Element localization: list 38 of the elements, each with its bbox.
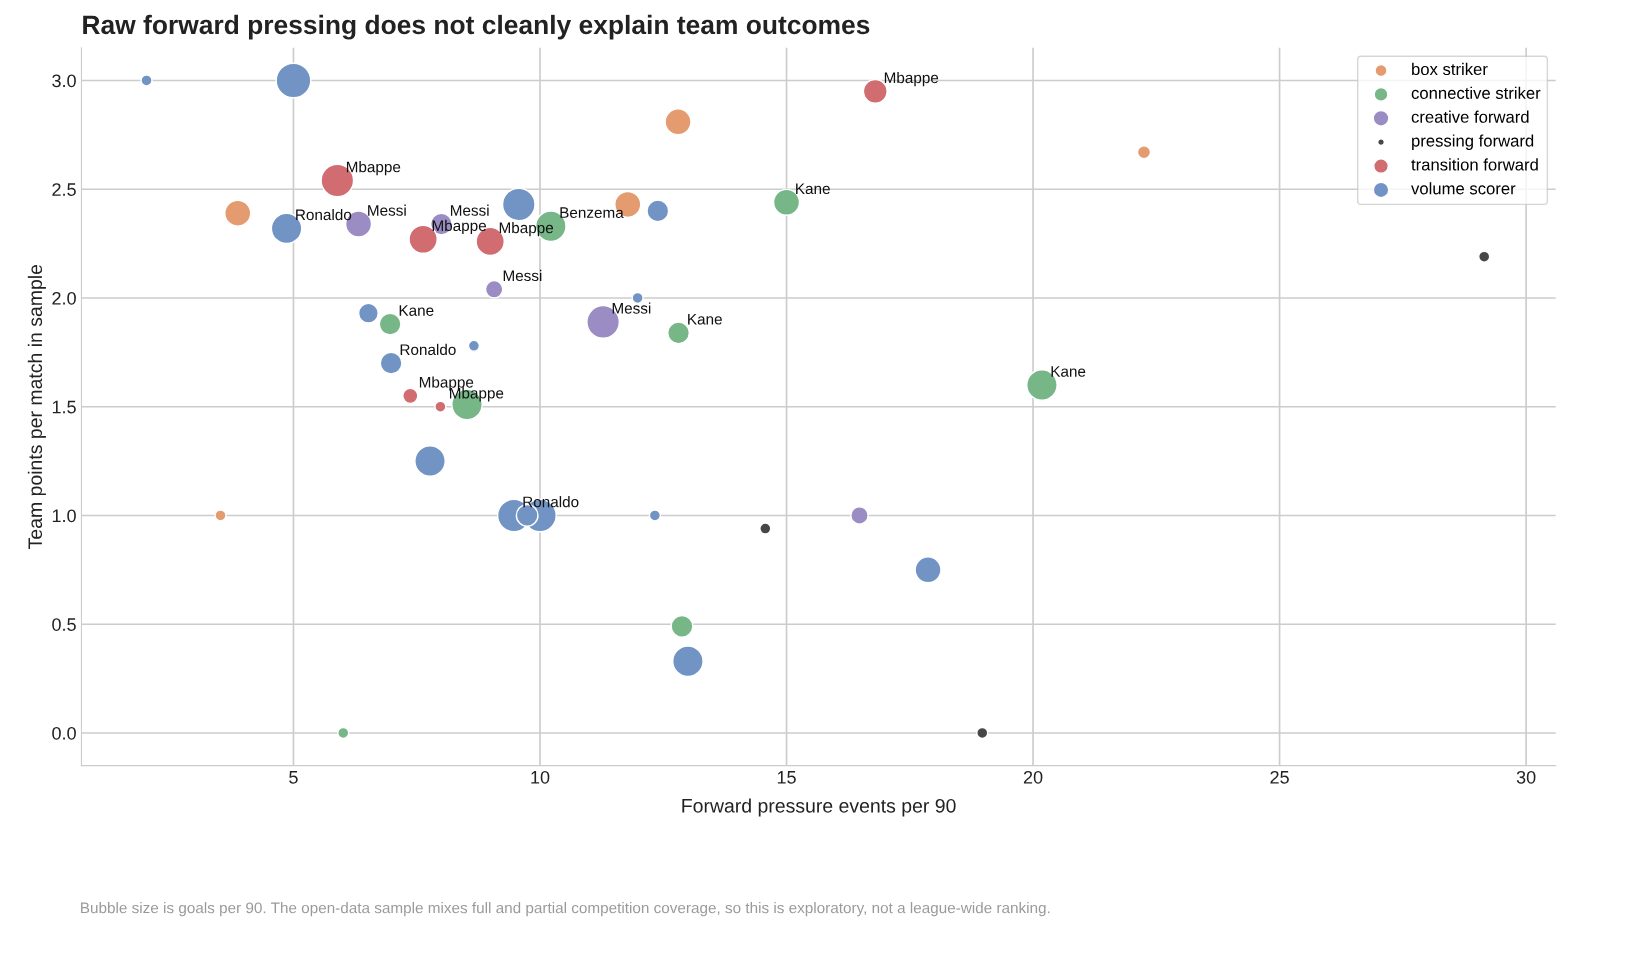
x-tick-label: 30 (1516, 770, 1536, 784)
annotation: Ronaldo (523, 496, 579, 508)
annotation: Ronaldo (400, 343, 456, 356)
legend-label: volume scorer (1411, 182, 1516, 195)
legend-label: pressing forward (1412, 134, 1534, 150)
annotation: Mbappe (346, 161, 401, 176)
annotation: Mbappe (884, 71, 939, 87)
annotation: Messi (368, 204, 406, 216)
x-tick-label: 5 (289, 771, 298, 784)
annotation: Kane (688, 313, 722, 325)
y-tick-label: 2.5 (52, 183, 76, 196)
annotation: Messi (503, 269, 542, 282)
y-tick-label: 3.0 (52, 74, 76, 88)
annotation: Kane (796, 183, 830, 195)
x-tick-label: 10 (531, 770, 550, 784)
annotation: Kane (399, 305, 434, 316)
chart-title: Raw forward pressing does not cleanly explain team outcomes (83, 14, 870, 40)
y-tick-label: 0.0 (52, 726, 76, 740)
annotation: Ronaldo (296, 208, 352, 221)
annotation: Messi (450, 204, 489, 216)
y-tick-label: 1.0 (52, 509, 76, 523)
x-tick-label: 15 (777, 771, 796, 784)
y-tick-label: 2.0 (52, 291, 76, 305)
y-tick-label: 0.5 (52, 618, 76, 631)
legend-label: creative forward (1411, 110, 1529, 123)
legend-label: box striker (1412, 62, 1488, 76)
x-tick-label: 20 (1023, 770, 1043, 784)
x-tick-label: 25 (1270, 770, 1289, 784)
y-axis-title: Team points per match in sample (27, 264, 46, 549)
annotation: Mbappe (432, 219, 486, 235)
x-axis-title: Forward pressure events per 90 (682, 798, 956, 817)
text: Bubble size is goals per 90. The open-data sample mixes full and partial competition coverage, so this is exploratory, not a league-wide ranking. (81, 902, 1050, 917)
legend-label: transition forward (1411, 158, 1538, 171)
legend-label: connective striker (1411, 86, 1541, 99)
annotation: Benzema (560, 207, 624, 219)
y-tick-label: 1.5 (52, 400, 76, 414)
annotation: Messi (612, 302, 651, 314)
annotation: Kane (1051, 366, 1086, 377)
